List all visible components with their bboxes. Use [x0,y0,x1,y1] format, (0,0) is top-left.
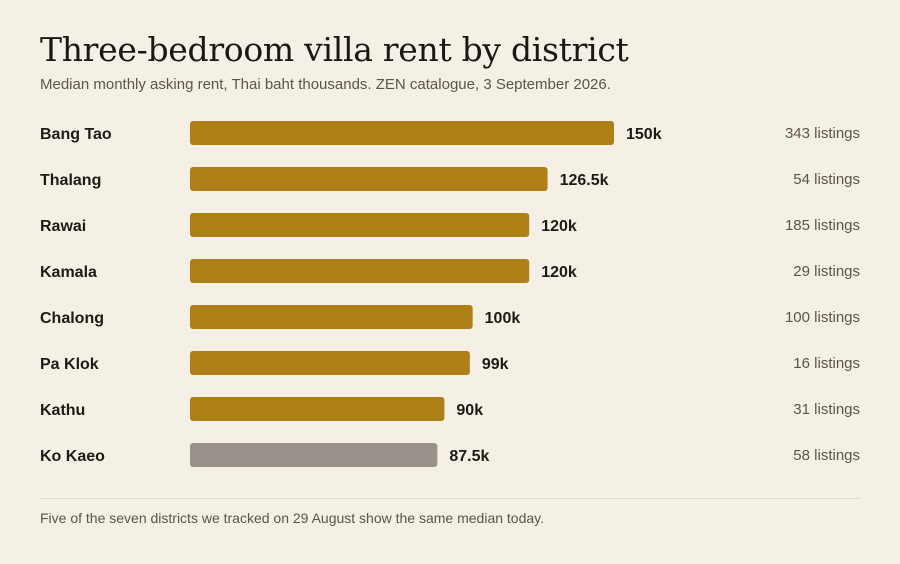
bar-pa-klok [190,351,470,375]
listings-label-bang-tao: 343 listings [785,125,860,142]
bar-thalang [190,167,548,191]
listings-label-ko-kaeo: 58 listings [793,447,860,464]
bar-kamala [190,259,530,283]
category-label-kamala: Kamala [40,264,97,281]
value-label-pa-klok: 99k [482,356,509,373]
category-label-chalong: Chalong [40,310,104,327]
value-label-ko-kaeo: 87.5k [449,448,489,465]
chart-footnote: Five of the seven districts we tracked o… [40,510,545,526]
category-label-kathu: Kathu [40,402,85,419]
listings-label-thalang: 54 listings [793,171,860,188]
bar-ko-kaeo [190,443,438,467]
category-label-pa-klok: Pa Klok [40,356,99,373]
value-label-rawai: 120k [541,218,577,235]
listings-label-kathu: 31 listings [793,401,860,418]
listings-label-chalong: 100 listings [785,309,860,326]
chart-subtitle: Median monthly asking rent, Thai baht th… [40,76,611,93]
category-label-bang-tao: Bang Tao [40,126,112,143]
listings-label-pa-klok: 16 listings [793,355,860,372]
listings-label-rawai: 185 listings [785,217,860,234]
bar-kathu [190,397,445,421]
value-label-kamala: 120k [541,264,577,281]
bar-bang-tao [190,121,614,145]
bar-rawai [190,213,530,237]
footnote-divider [40,498,860,499]
value-label-kathu: 90k [456,402,483,419]
category-label-ko-kaeo: Ko Kaeo [40,448,105,465]
value-label-thalang: 126.5k [560,172,609,189]
listings-label-kamala: 29 listings [793,263,860,280]
category-label-rawai: Rawai [40,218,86,235]
bar-chalong [190,305,473,329]
value-label-bang-tao: 150k [626,126,662,143]
category-label-thalang: Thalang [40,172,101,189]
value-label-chalong: 100k [485,310,521,327]
chart-title: Three-bedroom villa rent by district [40,30,629,69]
